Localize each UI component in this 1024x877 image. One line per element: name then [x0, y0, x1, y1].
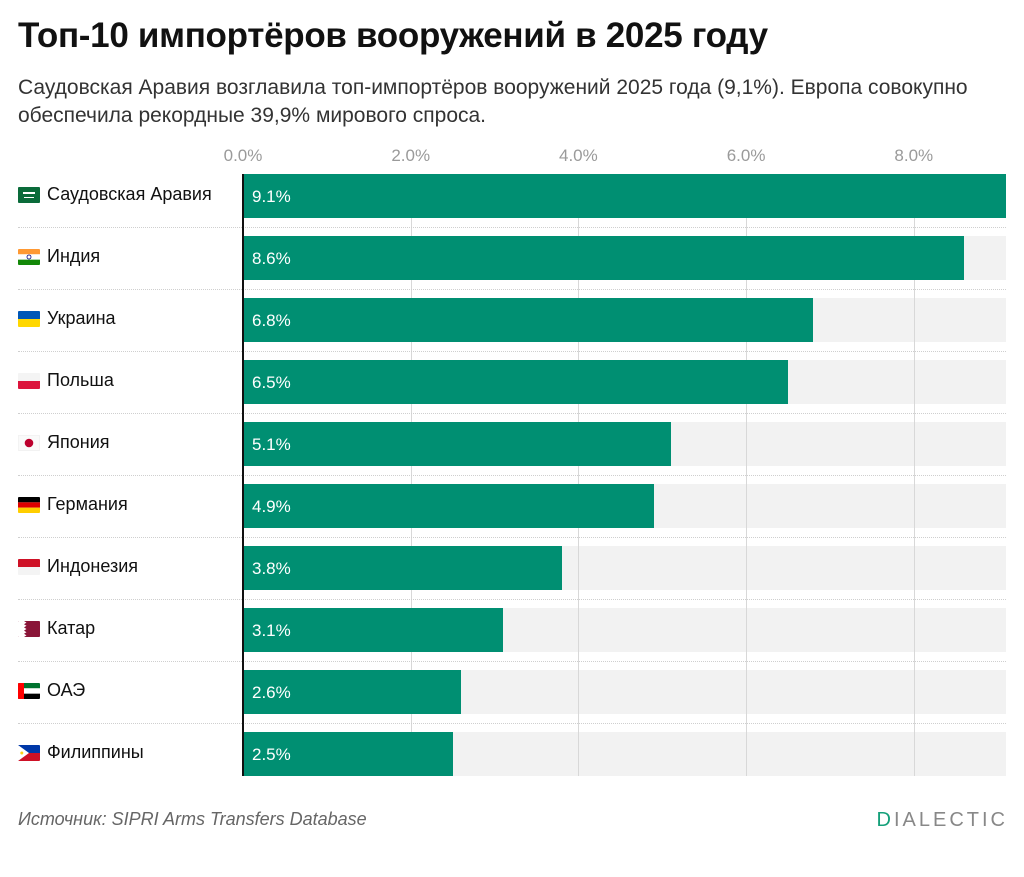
category-label: Индонезия	[18, 556, 138, 577]
uae-flag-icon	[18, 682, 40, 699]
philippines-flag-icon	[18, 744, 40, 761]
indonesia-flag-icon	[18, 558, 40, 575]
row-separator	[18, 351, 1006, 352]
row-separator	[18, 289, 1006, 290]
germany-flag-icon	[18, 496, 40, 513]
bar	[243, 732, 453, 776]
bar	[243, 298, 814, 342]
category-name: Саудовская Аравия	[47, 184, 212, 204]
category-name: Индонезия	[47, 556, 139, 576]
bar-value-label: 6.8%	[252, 311, 291, 330]
qatar-flag-icon	[18, 620, 40, 637]
x-tick-label: 4.0%	[559, 146, 598, 165]
brand-logo-accent: D	[876, 809, 894, 831]
row-separator	[18, 723, 1006, 724]
bar-value-label: 5.1%	[252, 435, 291, 454]
bar	[243, 484, 654, 528]
india-flag-icon	[18, 248, 40, 265]
row-separator	[18, 599, 1006, 600]
saudi-arabia-flag-icon	[18, 186, 40, 203]
bar	[243, 360, 788, 404]
x-tick-label: 2.0%	[391, 146, 431, 165]
y-axis-line	[242, 174, 244, 776]
bar	[243, 174, 1006, 218]
category-label: Япония	[18, 432, 110, 453]
bar	[243, 422, 671, 466]
source-note: Источник: SIPRI Arms Transfers Database	[18, 809, 367, 829]
category-label: ОАЭ	[18, 680, 85, 701]
brand-logo-text: IALECTIC	[893, 809, 1008, 831]
category-label: Катар	[18, 618, 95, 639]
category-name: ОАЭ	[47, 680, 86, 700]
bar-value-label: 4.9%	[252, 497, 291, 516]
category-name: Япония	[47, 432, 110, 452]
bar	[243, 670, 461, 714]
poland-flag-icon	[18, 372, 40, 389]
category-name: Индия	[47, 246, 101, 266]
category-label: Саудовская Аравия	[18, 184, 212, 205]
bar-value-label: 3.8%	[252, 559, 291, 578]
x-tick-label: 6.0%	[726, 146, 766, 165]
row-separator	[18, 227, 1006, 228]
category-label: Украина	[18, 308, 116, 329]
category-name: Катар	[47, 618, 96, 638]
chart-title: Топ-10 импортёров вооружений в 2025 году	[18, 16, 768, 55]
row-separator	[18, 537, 1006, 538]
category-label: Филиппины	[18, 742, 144, 763]
ukraine-flag-icon	[18, 310, 40, 327]
category-label: Польша	[18, 370, 114, 391]
row-separator	[18, 475, 1006, 476]
x-tick-label: 8.0%	[894, 146, 934, 165]
category-name: Германия	[47, 494, 128, 514]
category-label: Индия	[18, 246, 100, 267]
japan-flag-icon	[18, 434, 40, 451]
category-label: Германия	[18, 494, 128, 515]
bar	[243, 546, 562, 590]
bar	[243, 236, 965, 280]
x-tick-label: 0.0%	[223, 146, 263, 165]
bar-value-label: 2.6%	[252, 683, 291, 702]
row-separator	[18, 661, 1006, 662]
bar-value-label: 6.5%	[252, 373, 291, 392]
category-name: Польша	[47, 370, 114, 390]
bar-value-label: 9.1%	[252, 187, 291, 206]
bar-value-label: 8.6%	[252, 249, 291, 268]
brand-logo: DIALECTIC	[877, 809, 1008, 832]
chart-subtitle: Саудовская Аравия возглавила топ-импортё…	[18, 76, 968, 127]
row-separator	[18, 413, 1006, 414]
category-name: Украина	[47, 308, 116, 328]
bar-value-label: 2.5%	[252, 745, 291, 764]
category-name: Филиппины	[47, 742, 144, 762]
bar	[243, 608, 503, 652]
bar-value-label: 3.1%	[252, 621, 291, 640]
